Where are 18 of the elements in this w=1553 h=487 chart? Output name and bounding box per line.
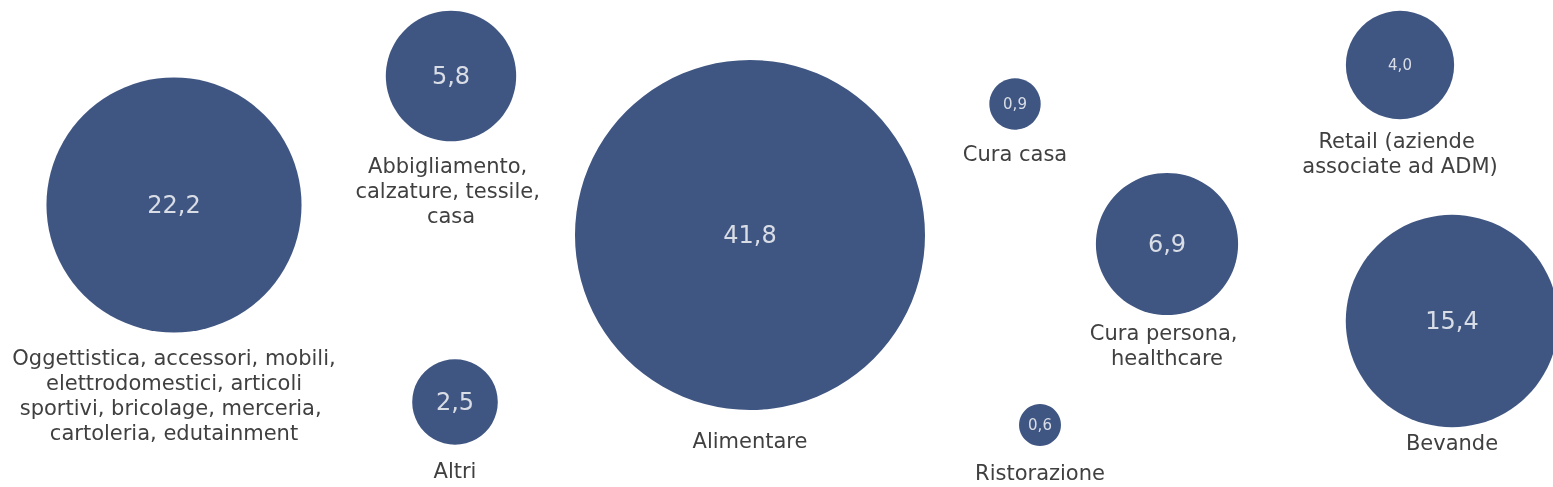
data-label: 5,8 [431, 62, 471, 90]
category-label: Bevande [1405, 430, 1499, 455]
data-label: 4,0 [1388, 56, 1412, 74]
data-label: 22,2 [147, 191, 201, 219]
data-label: 2,5 [435, 388, 475, 416]
category-label: Alimentare [692, 428, 808, 453]
category-label: Oggettistica, accessori, mobili, elettrodomestici, articoli sportivi, bricolage, merceria, cartoleria, edutainment [12, 345, 336, 445]
data-label: 6,9 [1147, 230, 1187, 258]
category-label: Altri [433, 458, 477, 483]
category-label: Ristorazione [975, 460, 1105, 485]
category-label: Cura persona, healthcare [1089, 320, 1245, 370]
category-label: Cura casa [962, 141, 1068, 166]
data-label: 15,4 [1425, 307, 1479, 335]
data-label: 41,8 [723, 221, 777, 249]
category-label: Retail (aziende associate ad ADM) [1302, 128, 1498, 178]
data-label: 0,6 [1028, 416, 1052, 434]
category-label: Abbigliamento, calzature, tessile, casa [355, 153, 547, 228]
data-label: 0,9 [1003, 95, 1027, 113]
